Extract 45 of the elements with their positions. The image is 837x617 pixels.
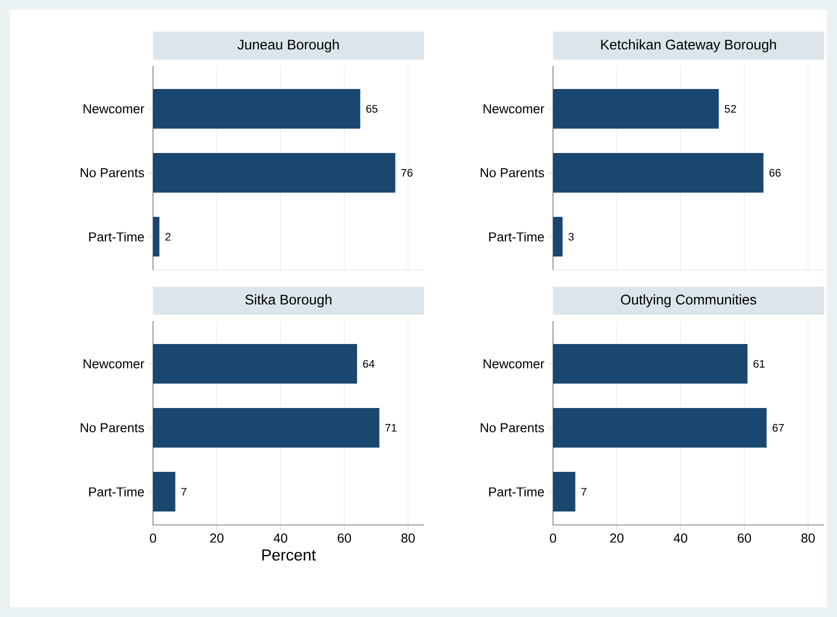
data-label: 52 — [724, 104, 736, 113]
x-tick-label: 20 — [610, 534, 624, 543]
x-tick-label: 0 — [150, 534, 156, 543]
data-label: 67 — [772, 424, 784, 432]
x-tick-label: 60 — [738, 534, 751, 543]
y-tick-label: No Parents — [480, 168, 544, 178]
data-label: 7 — [581, 488, 586, 496]
chart-title: Ketchikan Gateway Borough — [601, 39, 776, 52]
y-tick-label: Newcomer — [84, 104, 144, 114]
bar — [153, 408, 380, 448]
y-tick-label: No Parents — [80, 423, 144, 432]
data-label: 64 — [363, 360, 374, 368]
bar — [153, 472, 176, 512]
x-tick-label: 80 — [401, 534, 415, 543]
y-tick-label: Newcomer — [84, 359, 144, 368]
data-label: 3 — [568, 232, 574, 241]
data-label: 2 — [165, 232, 170, 241]
data-label: 7 — [181, 488, 186, 496]
chart-title: Juneau Borough — [238, 39, 339, 52]
y-tick-label: Newcomer — [484, 359, 544, 368]
y-tick-label: Part-Time — [489, 486, 544, 496]
bar — [553, 408, 767, 448]
chart-title: Sitka Borough — [245, 294, 332, 308]
bar — [553, 472, 576, 512]
data-label: 61 — [754, 360, 765, 368]
y-tick-label: Newcomer — [484, 104, 544, 114]
x-tick-label: 20 — [210, 534, 224, 543]
y-tick-label: No Parents — [80, 168, 144, 178]
x-tick-label: 0 — [550, 534, 556, 543]
y-tick-label: Part-Time — [89, 486, 144, 496]
y-tick-label: No Parents — [480, 423, 544, 432]
y-tick-label: Part-Time — [489, 232, 544, 242]
chart-title: Outlying Communities — [620, 294, 756, 308]
y-tick-label: Part-Time — [89, 232, 144, 242]
x-tick-label: 60 — [338, 534, 351, 543]
data-label: 71 — [385, 424, 397, 432]
bar — [153, 344, 358, 384]
x-tick-label: 40 — [674, 534, 688, 543]
data-label: 66 — [770, 168, 781, 177]
data-label: 65 — [366, 104, 378, 113]
x-tick-label: 80 — [801, 534, 815, 543]
x-tick-label: 40 — [274, 534, 288, 543]
data-label: 76 — [401, 168, 413, 177]
bar — [553, 344, 748, 384]
x-axis-title: Percent — [262, 550, 316, 561]
